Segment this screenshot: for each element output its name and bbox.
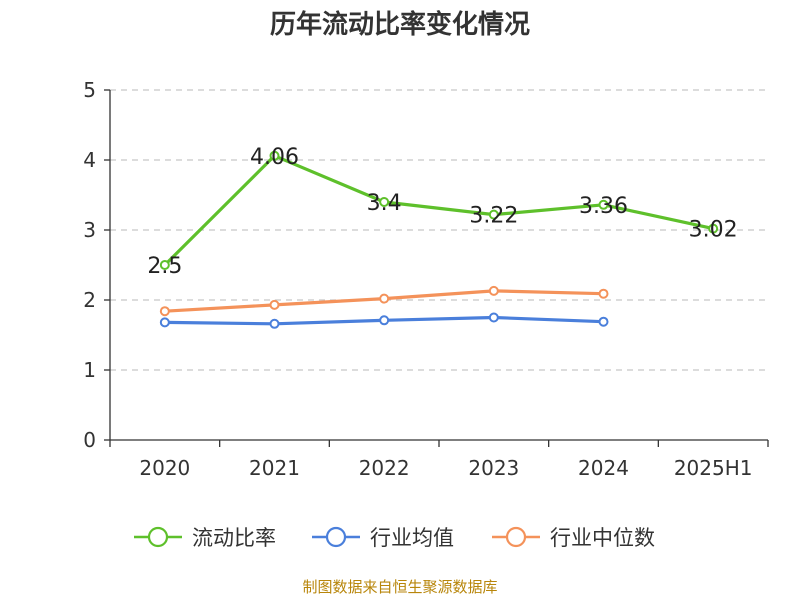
legend-label: 流动比率	[192, 526, 276, 550]
x-tick-label: 2023	[468, 456, 519, 480]
legend-item-1[interactable]: 行业均值	[312, 526, 454, 550]
data-labels: 2.5 4.06 3.4 3.22 3.36 3.02	[147, 145, 737, 279]
grid-lines	[110, 89, 768, 371]
data-point	[379, 293, 390, 304]
data-point	[379, 315, 390, 326]
x-tick-label: 2024	[578, 456, 629, 480]
data-label: 2.5	[147, 254, 182, 279]
x-tick-label: 2022	[359, 456, 410, 480]
x-tick-label: 2021	[249, 456, 300, 480]
x-tick-label: 2020	[139, 456, 190, 480]
data-point	[598, 316, 609, 327]
x-tick-label: 2025H1	[674, 456, 753, 480]
data-label: 3.4	[367, 191, 402, 216]
data-point	[379, 197, 390, 207]
data-label: 4.06	[250, 145, 299, 170]
data-point	[269, 299, 280, 310]
data-point	[488, 285, 499, 296]
legend[interactable]: 流动比率 行业均值 行业中位数	[134, 526, 655, 550]
legend-marker-icon	[325, 526, 347, 548]
data-point	[159, 317, 170, 328]
data-point	[598, 288, 609, 299]
source-note: 制图数据来自恒生聚源数据库	[302, 578, 497, 596]
chart-title: 历年流动比率变化情况	[270, 9, 530, 40]
y-tick-label: 4	[83, 148, 96, 172]
data-label: 3.02	[689, 218, 738, 243]
data-label: 3.36	[579, 194, 628, 219]
data-point	[598, 199, 609, 210]
data-point	[269, 150, 280, 161]
data-point	[488, 209, 499, 220]
y-tick-label: 0	[83, 428, 96, 452]
legend-item-0[interactable]: 流动比率	[134, 526, 276, 550]
legend-marker-icon	[147, 526, 169, 548]
legend-label: 行业均值	[370, 526, 454, 550]
y-tick-label: 2	[83, 288, 96, 312]
y-tick-label: 1	[83, 358, 96, 382]
data-point	[159, 260, 170, 270]
series-layer	[159, 150, 719, 329]
legend-item-2[interactable]: 行业中位数	[492, 526, 655, 550]
legend-marker-icon	[505, 526, 527, 548]
data-point	[159, 306, 170, 317]
y-tick-label: 5	[83, 78, 96, 102]
data-label: 3.22	[469, 204, 518, 229]
series-line-0	[163, 154, 715, 267]
data-point	[269, 318, 280, 329]
data-point	[488, 312, 499, 323]
legend-label: 行业中位数	[550, 526, 655, 550]
data-point	[708, 223, 719, 234]
y-tick-label: 3	[83, 218, 96, 242]
axes: 0 1 2 3 4 5 2020 2021 2022 2023 2024 2025H1	[83, 78, 769, 480]
